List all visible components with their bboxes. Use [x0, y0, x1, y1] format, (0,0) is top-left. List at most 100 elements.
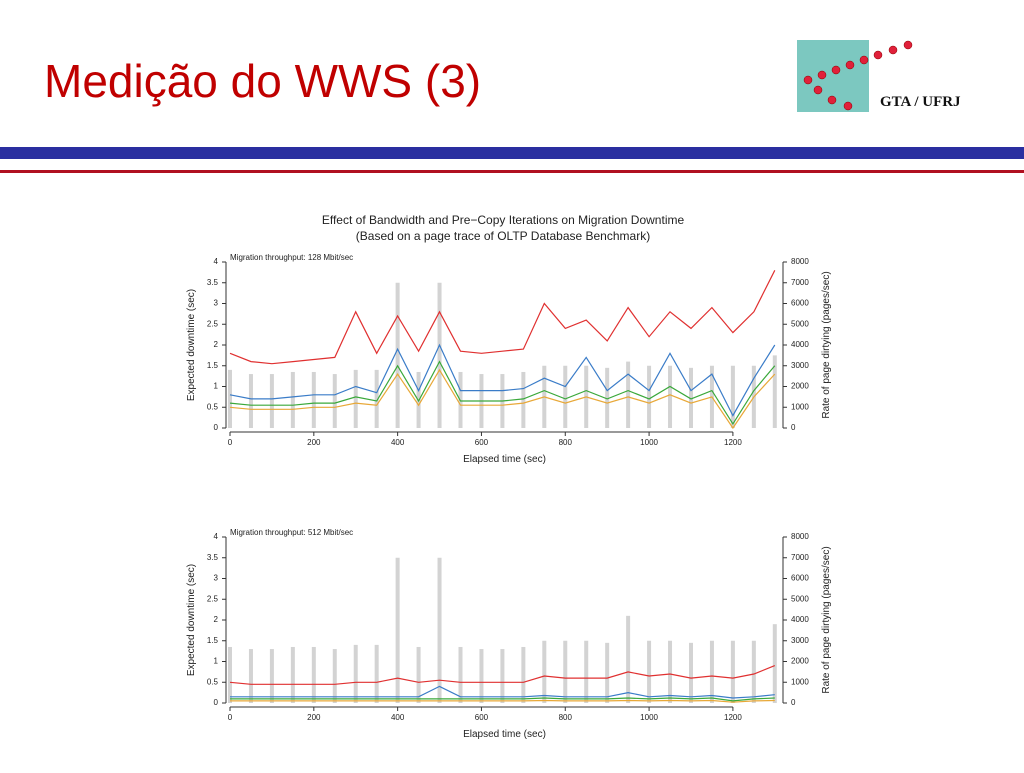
- y-tick-label: 3: [214, 574, 219, 583]
- dirty-rate-bar: [458, 646, 463, 703]
- downtime-line: [229, 368, 776, 430]
- y2-tick-label: 1000: [791, 402, 809, 411]
- dirty-rate-bar: [248, 374, 253, 428]
- y2-axis-label: Rate of page dirtying (pages/sec): [821, 271, 832, 418]
- dirty-rate-bar: [332, 649, 337, 703]
- dirty-rate-bar: [563, 640, 568, 703]
- dirty-rate-bar: [605, 642, 610, 703]
- x-tick-label: 0: [228, 713, 233, 722]
- x-axis-label: Elapsed time (sec): [463, 454, 546, 465]
- y2-tick-label: 2000: [791, 657, 809, 666]
- x-tick-label: 1200: [724, 713, 742, 722]
- y-tick-label: 0: [214, 698, 219, 707]
- x-tick-label: 200: [307, 713, 321, 722]
- header-rule: [0, 170, 1024, 173]
- y-tick-label: 2: [214, 340, 219, 349]
- dirty-rate-bar: [437, 282, 442, 428]
- dirty-rate-bar: [605, 367, 610, 428]
- chart-subtitle: (Based on a page trace of OLTP Database …: [356, 229, 650, 243]
- y-tick-label: 1: [214, 657, 219, 666]
- downtime-line: [229, 360, 776, 426]
- logo-text: GTA / UFRJ: [880, 94, 961, 110]
- dirty-rate-bar: [437, 557, 442, 703]
- slide-title: Medição do WWS (3): [44, 55, 481, 107]
- dirty-rate-bar: [311, 646, 316, 703]
- dirty-rate-bar: [269, 374, 274, 428]
- dirty-rate-bar: [647, 365, 652, 428]
- y-tick-label: 0: [214, 423, 219, 432]
- dirty-rate-bar: [751, 640, 756, 703]
- downtime-line: [229, 270, 776, 365]
- x-tick-label: 1200: [724, 438, 742, 447]
- dirty-rate-bar: [626, 361, 631, 428]
- dirty-rate-bar: [563, 365, 568, 428]
- y2-tick-label: 3000: [791, 636, 809, 645]
- annotation: Migration throughput: 128 Mbit/sec: [230, 253, 353, 262]
- dirty-rate-bar: [500, 649, 505, 703]
- dirty-rate-bar: [688, 642, 693, 703]
- x-tick-label: 600: [475, 713, 489, 722]
- y2-tick-label: 8000: [791, 257, 809, 266]
- dirty-rate-bar: [730, 365, 735, 428]
- dirty-rate-bar: [269, 649, 274, 703]
- y-tick-label: 2: [214, 615, 219, 624]
- dirty-rate-bar: [668, 365, 673, 428]
- dirty-rate-bar: [668, 640, 673, 703]
- x-tick-label: 200: [307, 438, 321, 447]
- dirty-rate-bar: [374, 644, 379, 703]
- y2-tick-label: 7000: [791, 278, 809, 287]
- y-tick-label: 2.5: [207, 319, 219, 328]
- downtime-line: [230, 685, 775, 699]
- x-tick-label: 800: [559, 713, 573, 722]
- x-tick-label: 400: [391, 713, 405, 722]
- dirty-rate-bar: [311, 371, 316, 428]
- y2-tick-label: 8000: [791, 532, 809, 541]
- y-tick-label: 1: [214, 382, 219, 391]
- logo-dots: [803, 40, 913, 111]
- dirty-rate-bar: [688, 367, 693, 428]
- dirty-rate-bar: [290, 646, 295, 703]
- y2-tick-label: 6000: [791, 574, 809, 583]
- dirty-rate-bar: [542, 640, 547, 703]
- dirty-rate-bar: [290, 371, 295, 428]
- y2-tick-label: 4000: [791, 615, 809, 624]
- y-tick-label: 0.5: [207, 677, 219, 686]
- dirty-rate-bar: [228, 369, 232, 428]
- dirty-rate-bar: [772, 355, 777, 428]
- dirty-rate-bar: [479, 649, 484, 703]
- y-tick-label: 4: [214, 257, 219, 266]
- x-axis-label: Elapsed time (sec): [463, 729, 546, 740]
- y2-tick-label: 3000: [791, 361, 809, 370]
- y2-tick-label: 5000: [791, 319, 809, 328]
- y-axis-label: Expected downtime (sec): [186, 564, 197, 676]
- downtime-line: [230, 699, 775, 703]
- y2-tick-label: 0: [791, 698, 796, 707]
- downtime-line: [229, 343, 776, 417]
- y-tick-label: 2.5: [207, 594, 219, 603]
- y-tick-label: 0.5: [207, 402, 219, 411]
- y2-tick-label: 4000: [791, 340, 809, 349]
- dirty-rate-bar: [353, 644, 358, 703]
- downtime-line: [230, 697, 775, 702]
- dirty-rate-bar: [228, 646, 232, 703]
- dirty-rate-bar: [395, 282, 400, 428]
- y2-tick-label: 0: [791, 423, 796, 432]
- x-tick-label: 1000: [640, 438, 658, 447]
- dirty-rate-bar: [772, 624, 777, 703]
- x-tick-label: 1000: [640, 713, 658, 722]
- y2-tick-label: 6000: [791, 299, 809, 308]
- y-tick-label: 1.5: [207, 636, 219, 645]
- dirty-rate-bar: [395, 557, 400, 703]
- dirty-rate-bar: [248, 649, 253, 703]
- annotation: Migration throughput: 512 Mbit/sec: [230, 528, 353, 537]
- dirty-rate-bar: [730, 640, 735, 703]
- y-tick-label: 1.5: [207, 361, 219, 370]
- dirty-rate-bar: [332, 374, 337, 428]
- x-tick-label: 600: [475, 438, 489, 447]
- dirty-rate-bar: [374, 369, 379, 428]
- dirty-rate-bar: [584, 640, 589, 703]
- y2-tick-label: 7000: [791, 553, 809, 562]
- dirty-rate-bar: [521, 646, 526, 703]
